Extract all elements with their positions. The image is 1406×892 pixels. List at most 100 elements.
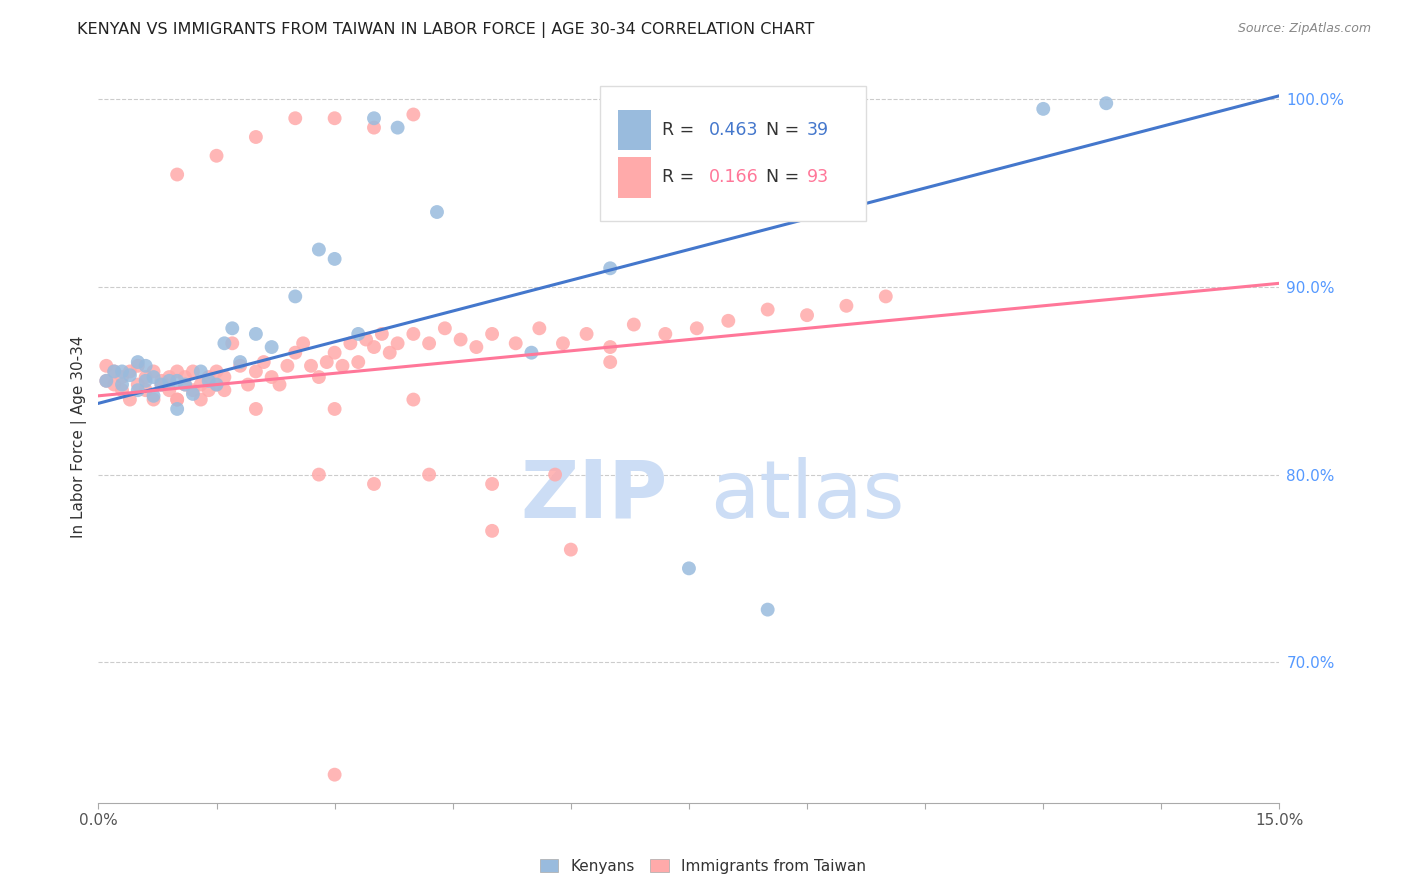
- Point: [260, 340, 283, 354]
- Point: [245, 401, 267, 416]
- Point: [174, 377, 197, 392]
- Point: [127, 359, 149, 373]
- Point: [142, 392, 165, 407]
- Point: [111, 364, 134, 378]
- Point: [560, 542, 582, 557]
- Point: [118, 368, 141, 383]
- Point: [339, 336, 361, 351]
- Point: [157, 374, 180, 388]
- Point: [599, 340, 621, 354]
- Point: [433, 321, 456, 335]
- Point: [111, 377, 134, 392]
- Point: [166, 168, 188, 182]
- Point: [205, 149, 228, 163]
- Point: [481, 524, 503, 538]
- Point: [796, 308, 818, 322]
- Text: R =: R =: [662, 169, 700, 186]
- Point: [174, 377, 197, 392]
- Point: [142, 370, 165, 384]
- FancyBboxPatch shape: [619, 110, 651, 150]
- Point: [323, 345, 346, 359]
- FancyBboxPatch shape: [619, 157, 651, 197]
- Point: [323, 252, 346, 266]
- Point: [323, 401, 346, 416]
- Point: [292, 336, 315, 351]
- Point: [205, 377, 228, 392]
- Point: [221, 336, 243, 351]
- Point: [118, 364, 141, 378]
- Point: [284, 112, 307, 126]
- Legend: Kenyans, Immigrants from Taiwan: Kenyans, Immigrants from Taiwan: [534, 853, 872, 880]
- Point: [221, 321, 243, 335]
- Point: [835, 112, 858, 126]
- Point: [323, 767, 346, 781]
- Point: [575, 326, 598, 341]
- Point: [229, 355, 252, 369]
- Text: R =: R =: [662, 121, 700, 139]
- Y-axis label: In Labor Force | Age 30-34: In Labor Force | Age 30-34: [72, 335, 87, 539]
- Point: [166, 392, 188, 407]
- Point: [157, 383, 180, 397]
- Point: [387, 336, 409, 351]
- Point: [299, 359, 322, 373]
- Point: [166, 401, 188, 416]
- Point: [197, 374, 219, 388]
- Point: [599, 355, 621, 369]
- Point: [253, 355, 276, 369]
- Point: [103, 364, 125, 378]
- Point: [654, 326, 676, 341]
- Point: [96, 374, 118, 388]
- Point: [157, 370, 180, 384]
- Point: [214, 336, 236, 351]
- Point: [166, 392, 188, 407]
- Point: [1095, 96, 1118, 111]
- Point: [260, 370, 283, 384]
- Point: [135, 370, 157, 384]
- Point: [418, 336, 440, 351]
- Text: KENYAN VS IMMIGRANTS FROM TAIWAN IN LABOR FORCE | AGE 30-34 CORRELATION CHART: KENYAN VS IMMIGRANTS FROM TAIWAN IN LABO…: [77, 22, 814, 38]
- Point: [387, 120, 409, 135]
- Point: [103, 364, 125, 378]
- Point: [135, 374, 157, 388]
- Point: [284, 345, 307, 359]
- Text: 93: 93: [807, 169, 830, 186]
- Point: [717, 314, 740, 328]
- Point: [371, 326, 394, 341]
- Point: [354, 333, 377, 347]
- Point: [142, 364, 165, 378]
- Point: [529, 321, 551, 335]
- Point: [756, 302, 779, 317]
- Point: [150, 377, 173, 392]
- Point: [166, 364, 188, 378]
- Point: [214, 370, 236, 384]
- Point: [214, 383, 236, 397]
- Point: [127, 377, 149, 392]
- Point: [623, 318, 645, 332]
- Point: [308, 467, 330, 482]
- Point: [236, 377, 259, 392]
- Text: atlas: atlas: [710, 457, 904, 534]
- Point: [402, 392, 425, 407]
- Point: [544, 467, 567, 482]
- Point: [197, 370, 219, 384]
- Point: [308, 370, 330, 384]
- Point: [686, 321, 709, 335]
- Point: [418, 467, 440, 482]
- Point: [269, 377, 291, 392]
- Point: [245, 130, 267, 145]
- Point: [315, 355, 337, 369]
- Point: [308, 243, 330, 257]
- Point: [96, 359, 118, 373]
- Point: [181, 364, 204, 378]
- Point: [402, 326, 425, 341]
- Text: ZIP: ZIP: [520, 457, 668, 534]
- Point: [1032, 102, 1054, 116]
- Point: [875, 289, 897, 303]
- Point: [205, 364, 228, 378]
- Text: 0.463: 0.463: [709, 121, 758, 139]
- Point: [599, 261, 621, 276]
- Point: [190, 392, 212, 407]
- Point: [135, 359, 157, 373]
- Point: [150, 374, 173, 388]
- Point: [551, 336, 574, 351]
